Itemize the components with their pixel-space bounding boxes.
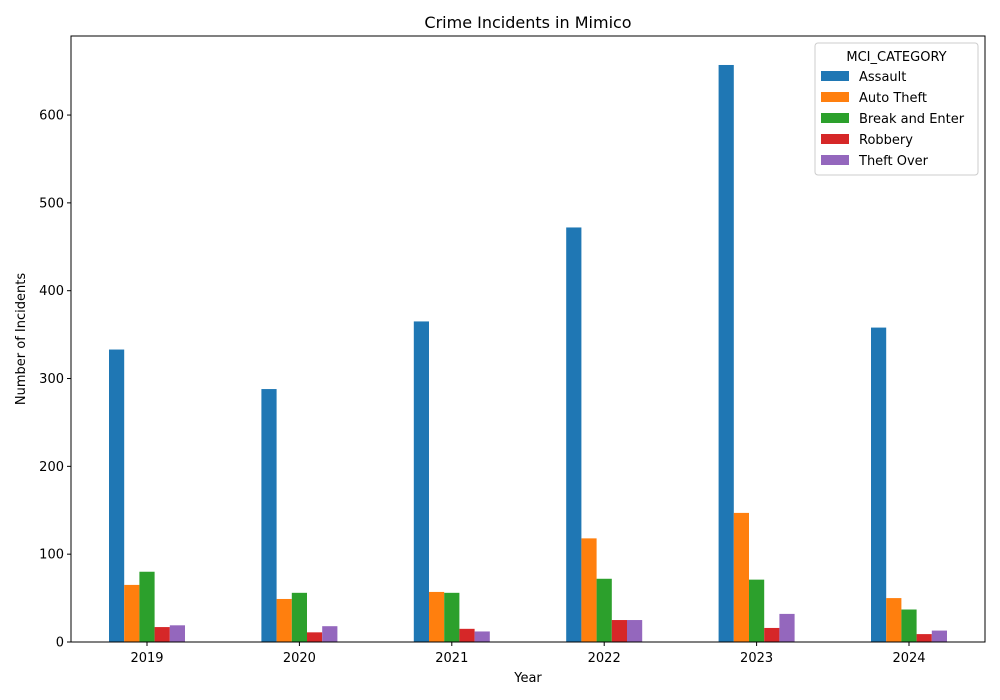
bar-theft-over-2024 bbox=[931, 630, 947, 642]
legend-swatch-theft-over bbox=[821, 155, 849, 165]
bar-break-and-enter-2022 bbox=[596, 578, 612, 642]
plot-frame bbox=[70, 35, 986, 643]
legend-label: Assault bbox=[859, 70, 906, 85]
bar-break-and-enter-2023 bbox=[749, 579, 765, 642]
y-tick-label: 500 bbox=[39, 196, 64, 211]
x-tick-label: 2022 bbox=[588, 651, 621, 666]
x-axis-title: Year bbox=[513, 671, 542, 686]
bar-auto-theft-2020 bbox=[276, 598, 292, 642]
bar-break-and-enter-2019 bbox=[139, 571, 155, 642]
bar-auto-theft-2019 bbox=[124, 584, 140, 642]
bars-group bbox=[109, 64, 947, 643]
x-tick-label: 2020 bbox=[283, 651, 316, 666]
y-tick-label: 100 bbox=[39, 548, 64, 563]
x-tick-label: 2024 bbox=[892, 651, 925, 666]
legend-swatch-break-and-enter bbox=[821, 113, 849, 123]
x-tick-label: 2021 bbox=[435, 651, 468, 666]
legend-swatch-auto-theft bbox=[821, 92, 849, 102]
y-axis-title: Number of Incidents bbox=[14, 273, 29, 405]
legend-label: Break and Enter bbox=[859, 112, 965, 127]
bar-robbery-2022 bbox=[611, 620, 627, 642]
bar-theft-over-2020 bbox=[322, 626, 338, 642]
legend-swatch-robbery bbox=[821, 134, 849, 144]
bar-auto-theft-2022 bbox=[581, 538, 597, 642]
bar-theft-over-2022 bbox=[627, 620, 643, 642]
legend-label: Theft Over bbox=[858, 154, 929, 169]
bar-auto-theft-2024 bbox=[886, 598, 902, 642]
bar-assault-2019 bbox=[109, 349, 125, 642]
bar-robbery-2021 bbox=[459, 628, 475, 642]
bar-break-and-enter-2024 bbox=[901, 609, 917, 642]
bar-assault-2023 bbox=[718, 64, 734, 643]
legend-box bbox=[814, 42, 979, 176]
y-tick-label: 300 bbox=[39, 372, 64, 387]
bar-theft-over-2023 bbox=[779, 613, 795, 642]
y-tick-label: 0 bbox=[56, 636, 64, 651]
bar-assault-2022 bbox=[566, 227, 582, 642]
bar-assault-2024 bbox=[871, 327, 887, 642]
y-tick-label: 600 bbox=[39, 109, 64, 124]
x-axis: 2019 2020 2021 2022 2023 2024 bbox=[130, 642, 926, 666]
bar-robbery-2023 bbox=[764, 627, 780, 642]
bar-robbery-2024 bbox=[916, 634, 932, 642]
legend: MCI_CATEGORY Assault Auto Theft Break and … bbox=[814, 42, 979, 176]
bar-assault-2021 bbox=[413, 321, 429, 642]
y-tick-label: 400 bbox=[39, 284, 64, 299]
x-tick-label: 2023 bbox=[740, 651, 773, 666]
bar-auto-theft-2021 bbox=[429, 591, 445, 642]
y-tick-label: 200 bbox=[39, 460, 64, 475]
bar-theft-over-2019 bbox=[169, 625, 185, 642]
legend-swatch-assault bbox=[821, 71, 849, 81]
legend-label: Auto Theft bbox=[859, 91, 927, 106]
chart-title: Crime Incidents in Mimico bbox=[424, 13, 631, 32]
bar-break-and-enter-2020 bbox=[291, 592, 307, 642]
x-tick-label: 2019 bbox=[130, 651, 163, 666]
legend-title: MCI_CATEGORY bbox=[846, 50, 946, 65]
bar-assault-2020 bbox=[261, 389, 277, 642]
bar-robbery-2020 bbox=[307, 632, 323, 642]
bar-theft-over-2021 bbox=[474, 631, 490, 642]
y-axis: 0 100 200 300 400 500 600 bbox=[39, 109, 71, 651]
legend-label: Robbery bbox=[859, 133, 913, 148]
bar-break-and-enter-2021 bbox=[444, 592, 460, 642]
bar-robbery-2019 bbox=[154, 627, 170, 642]
bar-auto-theft-2023 bbox=[733, 512, 749, 642]
